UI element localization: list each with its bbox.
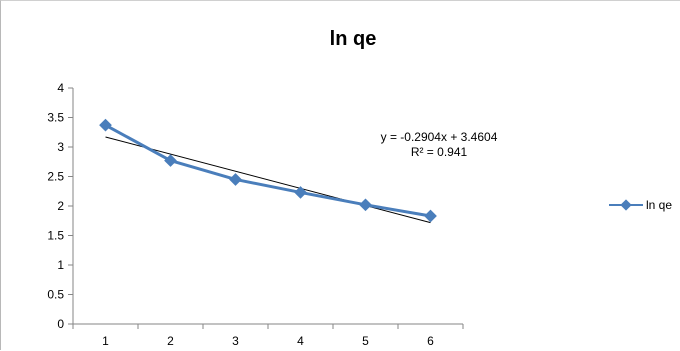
- y-tick-label: 1.5: [47, 229, 64, 243]
- x-tick-label: 5: [362, 334, 369, 348]
- y-tick-label: 0.5: [47, 288, 64, 302]
- y-tick-label: 3: [57, 140, 64, 154]
- trendline-r-squared: R² = 0.941: [411, 145, 468, 159]
- series-line: [104, 123, 431, 218]
- y-tick-label: 0: [57, 317, 64, 331]
- data-point: [294, 186, 307, 199]
- data-point: [229, 173, 242, 186]
- y-tick-label: 2.5: [47, 170, 64, 184]
- legend-label: ln qe: [646, 198, 672, 212]
- trendline: [105, 136, 431, 224]
- x-tick-label: 6: [427, 334, 434, 348]
- data-point: [424, 209, 437, 223]
- trendline-equation: y = -0.2904x + 3.4604: [381, 130, 498, 144]
- x-tick-label: 2: [167, 334, 174, 348]
- y-tick-label: 2: [57, 199, 64, 213]
- x-tick-label: 1: [102, 334, 109, 348]
- y-tick-label: 3.5: [47, 111, 64, 125]
- series-group: [99, 118, 437, 223]
- x-axis-ticks: 1 2 3 4 5 6: [72, 324, 464, 348]
- y-tick-label: 1: [57, 258, 64, 272]
- axes: [72, 88, 463, 325]
- y-axis-ticks: 0 0.5 1 1.5 2 2.5 3 3.5 4: [47, 81, 73, 331]
- x-tick-label: 4: [297, 334, 304, 348]
- data-point: [164, 154, 177, 167]
- trendline-annotation: y = -0.2904x + 3.4604 R² = 0.941: [381, 130, 498, 159]
- y-tick-label: 4: [57, 81, 64, 95]
- data-point: [359, 198, 372, 212]
- x-tick-label: 3: [232, 334, 239, 348]
- chart-title: ln qe: [330, 28, 377, 50]
- data-point: [99, 118, 112, 132]
- trendline-group: [105, 136, 431, 224]
- legend: ln qe: [609, 198, 672, 212]
- legend-diamond-icon: [620, 199, 632, 211]
